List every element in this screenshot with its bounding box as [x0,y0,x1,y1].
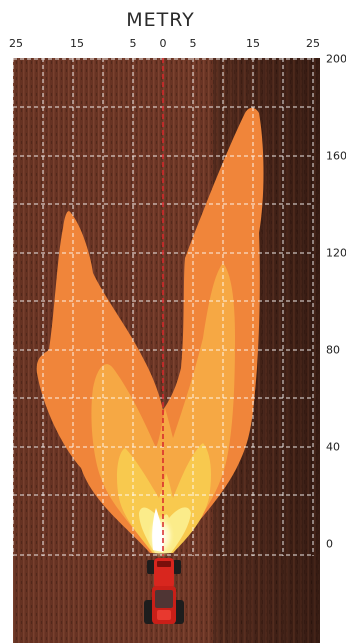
tractor-icon [144,558,184,624]
y-tick-label: 80 [326,343,340,357]
x-tick-label: 25 [9,37,23,50]
y-tick-label: 160 [326,149,346,163]
x-tick-label: 0 [159,37,167,50]
x-tick-label: 5 [189,37,197,50]
x-tick-label: 15 [246,37,260,50]
y-tick-label: 200 [326,52,346,66]
spray-pattern-diagram [13,58,320,643]
axis-title: METRY [126,9,195,31]
y-tick-label: 40 [326,440,340,454]
x-tick-label: 25 [306,37,320,50]
y-tick-label: 120 [326,246,346,260]
y-tick-label: 0 [326,537,333,551]
nozzle-flash [152,508,164,552]
x-tick-label: 15 [70,37,84,50]
x-tick-label: 5 [129,37,137,50]
